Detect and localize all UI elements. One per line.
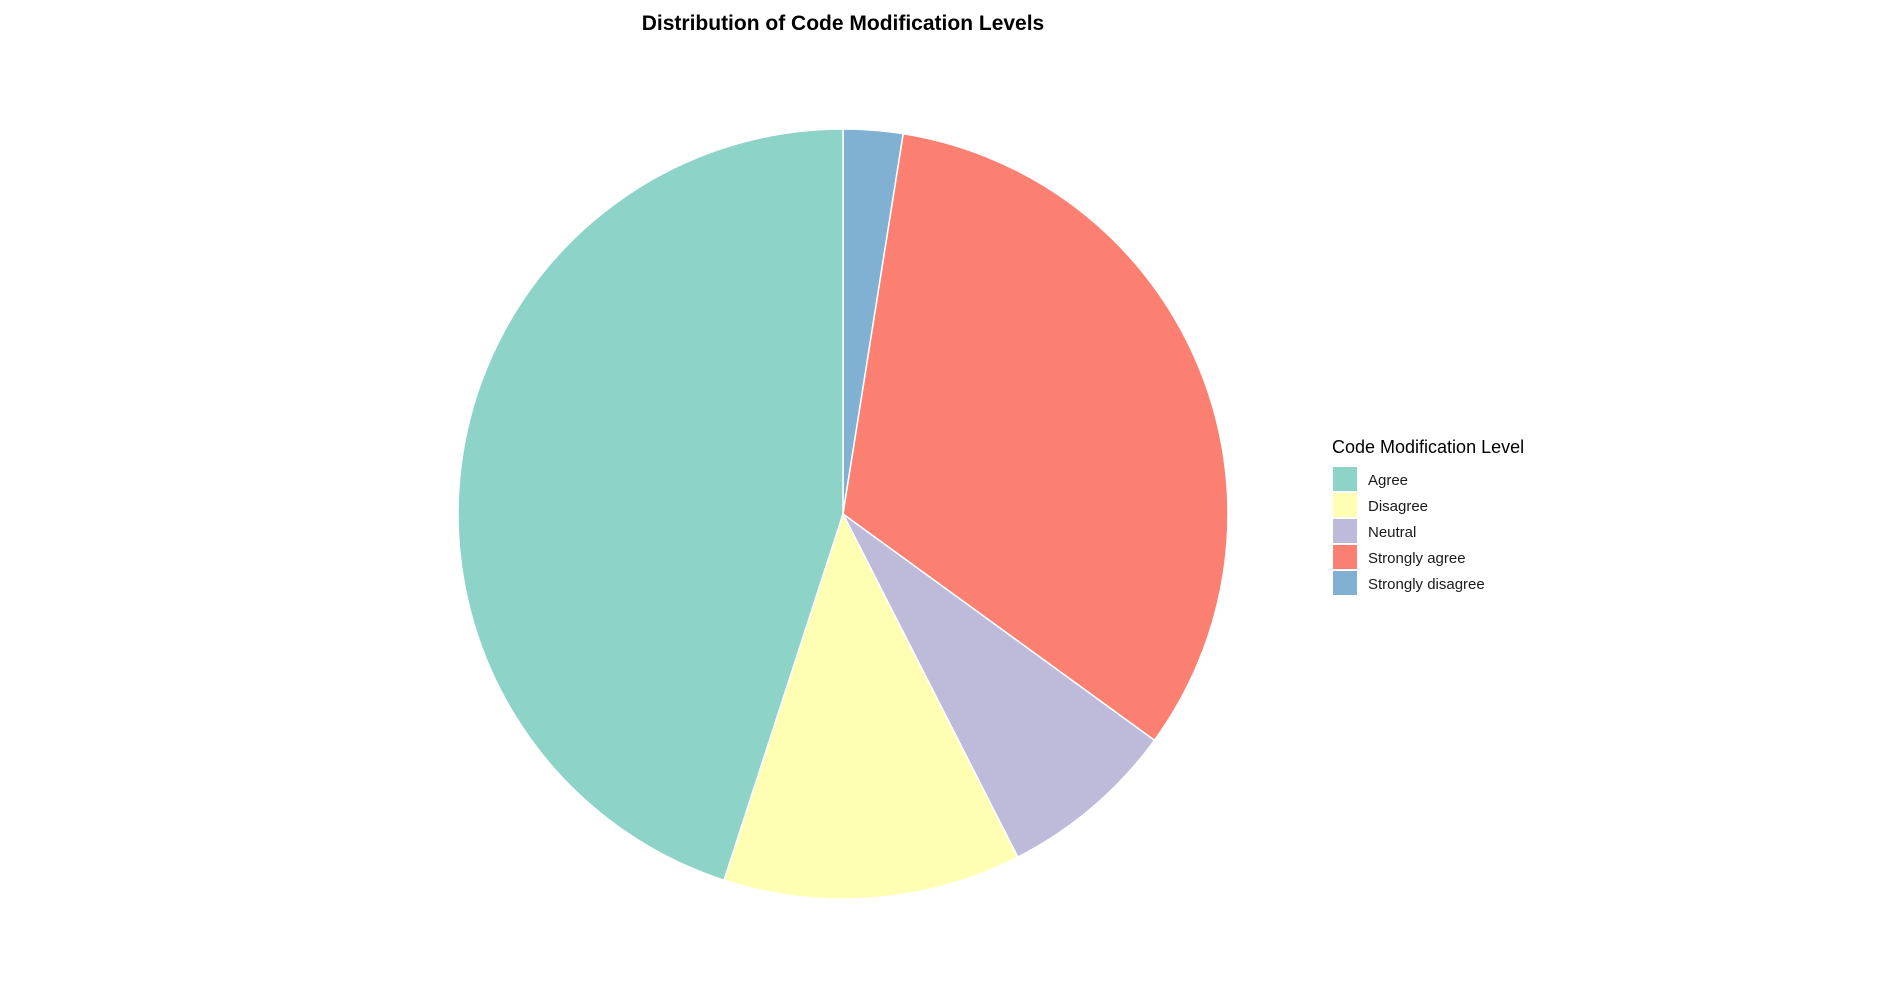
chart-title: Distribution of Code Modification Levels [642,12,1045,35]
pie-slice-agree [457,128,844,882]
legend-swatch [1333,545,1357,569]
legend-item-disagree: Disagree [1333,493,1428,517]
legend-swatch [1333,571,1357,595]
legend-item-neutral: Neutral [1333,519,1416,543]
legend-items: Agree Disagree Neutral Strongly agree Strong… [1333,467,1485,595]
legend-swatch [1333,493,1357,517]
legend-swatch [1333,519,1357,543]
legend-item-agree: Agree [1333,467,1408,491]
legend-label: Strongly disagree [1368,576,1485,593]
legend-item-strongly-disagree: Strongly disagree [1333,571,1485,595]
legend: Code Modification Level Agree Disagree Neu… [1332,437,1524,595]
pie-slice-disagree [723,512,1019,900]
legend-swatch [1333,467,1357,491]
legend-label: Disagree [1368,498,1428,515]
pie-slices [457,128,1229,900]
legend-label: Agree [1368,472,1408,489]
legend-title: Code Modification Level [1332,437,1524,457]
legend-item-strongly-agree: Strongly agree [1333,545,1466,569]
pie-slice-neutral [842,513,1156,859]
legend-label: Neutral [1368,524,1416,541]
legend-label: Strongly agree [1368,550,1466,567]
pie-slice-strongly-agree [842,132,1229,742]
